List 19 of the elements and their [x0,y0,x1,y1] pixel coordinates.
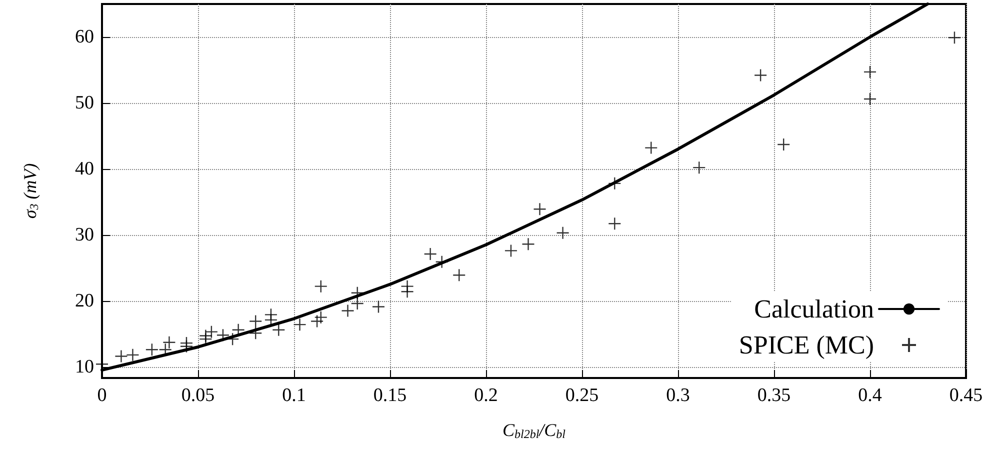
x-tick-label: 0.3 [666,385,690,406]
x-tick-label: 0.4 [858,385,882,406]
y-tick-label: 20 [75,290,94,312]
x-tick-label: 0.25 [565,385,599,406]
x-tick-label: 0.05 [181,385,215,406]
y-tick-label: 50 [75,92,94,114]
x-tick-label: 0.1 [282,385,306,406]
x-tick-label: 0 [97,385,107,406]
legend-label: SPICE (MC) [738,330,874,360]
x-tick-label: 0.2 [474,385,498,406]
legend-label: Calculation [754,294,874,324]
y-tick-label: 10 [75,356,94,378]
x-tick-label: 0.45 [949,385,983,406]
y-axis-title: σ3 (mV) [20,163,41,219]
y-tick-label: 30 [75,224,94,246]
y-tick-label: 60 [75,26,94,48]
y-tick-label: 40 [75,158,94,180]
x-tick-label: 0.15 [373,385,407,406]
x-tick-label: 0.35 [757,385,791,406]
